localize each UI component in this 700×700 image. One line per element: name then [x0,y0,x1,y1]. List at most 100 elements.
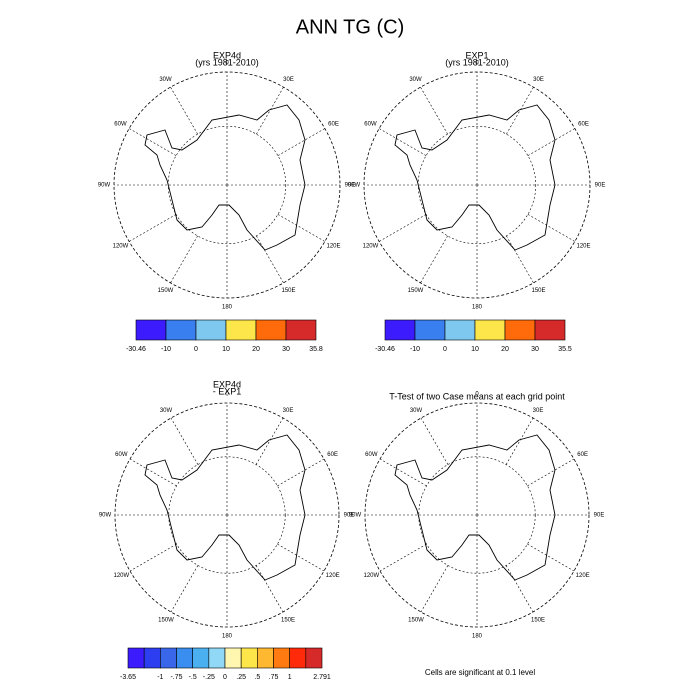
panel-title: EXP4d [213,50,241,60]
longitude-label: 90W [99,513,112,519]
meridian [170,565,199,613]
longitude-label: 30E [283,77,294,83]
longitude-label: 180 [222,634,233,640]
longitude-label: 0 [475,61,479,67]
colorbar-label: -.5 [189,674,197,681]
longitude-label: 120W [113,244,129,250]
panel-title: EXP1 [465,50,488,60]
longitude-label: 90W [98,183,111,189]
meridian [129,458,177,487]
longitude-label: 120E [326,573,340,579]
colorbar-label: 0 [443,346,447,353]
longitude-label: 60E [327,452,338,458]
longitude-label: 30E [283,408,294,414]
coastline [394,434,556,581]
colorbar-box [384,319,416,341]
colorbar-label: -.25 [203,674,215,681]
panel-title: EXP4d [213,379,241,389]
meridian [506,235,534,284]
colorbar-box [273,647,290,669]
colorbar-label: 10 [471,346,479,353]
colorbar-box [127,647,145,669]
meridian [506,86,534,135]
colorbar-box [176,647,193,669]
map-boundary [114,402,340,628]
meridian [277,128,326,156]
longitude-label: 120E [576,573,590,579]
meridian [277,458,325,487]
meridian [277,543,325,572]
colorbar-box [285,319,317,341]
panel-title: T-Test of two Case means at each grid po… [389,391,565,401]
colorbar-label: 30 [282,346,290,353]
coastline [144,104,306,251]
colorbar-box [444,319,476,341]
longitude-label: 180 [472,634,483,640]
longitude-label: 60W [364,122,377,128]
map-panel: EXP1(yrs 1981-2010)030E60E90E120E150E180… [348,50,606,352]
colorbar-label: -10 [410,346,420,353]
colorbar-box [143,647,161,669]
longitude-label: 90E [595,183,606,189]
longitude-label: 150W [158,617,174,623]
meridian [379,458,427,487]
longitude-label: 90E [344,513,355,519]
longitude-label: 30E [533,408,544,414]
longitude-label: 90E [345,183,356,189]
meridian [170,235,198,284]
meridian [170,86,198,135]
meridian [527,214,576,242]
meridian [527,128,576,156]
meridian [505,417,534,465]
longitude-label: 0 [225,61,229,67]
colorbar-label: -1 [157,674,163,681]
longitude-label: 60E [577,452,588,458]
colorbar-box [160,647,177,669]
colorbar-label: -30.46 [375,346,395,353]
meridian [128,214,177,242]
map-boundary [364,402,590,628]
longitude-label: 150E [531,288,545,294]
map-panel: T-Test of two Case means at each grid po… [349,391,605,639]
longitude-label: 60W [115,452,128,458]
colorbar-box [534,319,566,341]
latitude-circle [418,456,536,574]
longitude-label: 30W [159,77,172,83]
longitude-label: 30W [160,408,173,414]
panel-title: (yrs 1981-2010) [195,57,259,67]
longitude-label: 0 [475,392,479,398]
meridian [277,214,326,242]
colorbar-label: .25 [236,674,246,681]
longitude-label: 60E [578,122,589,128]
colorbar-box [224,647,242,669]
colorbar-label: 0 [223,674,227,681]
colorbar-label: -10 [161,346,171,353]
longitude-label: 180 [472,305,483,311]
colorbar-box [240,647,258,669]
colorbar-box [225,319,257,341]
colorbar-label: 20 [252,346,260,353]
colorbar-label: 2.791 [313,674,331,681]
colorbar-box [255,319,287,341]
colorbar-label: 20 [501,346,509,353]
colorbar-label: 1 [288,674,292,681]
colorbar-label: 30 [531,346,539,353]
longitude-label: 90W [348,183,361,189]
longitude-label: 60W [365,452,378,458]
meridian [128,128,177,156]
longitude-label: 180 [222,305,233,311]
meridian [420,565,449,613]
colorbar-box [504,319,536,341]
meridian [256,235,284,284]
longitude-label: 0 [225,392,229,398]
colorbar-label: .5 [254,674,260,681]
meridian [420,235,448,284]
colorbar-label: .75 [269,674,279,681]
meridian [255,417,284,465]
colorbar-label: 35.5 [558,346,572,353]
colorbar-box [257,647,274,669]
meridian [527,458,575,487]
colorbar-box [195,319,227,341]
colorbar-box [192,647,210,669]
colorbar-label: -3.65 [120,674,136,681]
